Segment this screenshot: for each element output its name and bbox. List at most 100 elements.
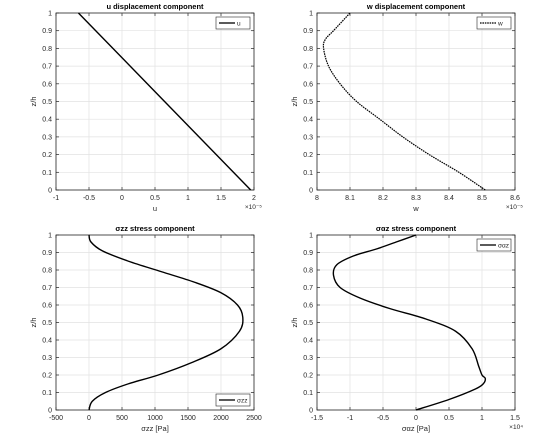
series-line-u — [77, 12, 252, 191]
y-tick-label: 0.2 — [303, 373, 313, 380]
y-tick-label: 0.8 — [42, 46, 52, 53]
chart-3: -500 0 500 1000 1500 2000 250000.10.20.30.40.5… — [29, 224, 262, 433]
x-tick-label: 0.5 — [150, 195, 160, 202]
y-tick-label: 0.5 — [303, 320, 313, 327]
x-tick-label: 8.6 — [510, 195, 520, 202]
axes-box — [55, 12, 255, 191]
chart-title: w displacement component — [366, 2, 466, 11]
y-tick-label: 0.3 — [42, 134, 52, 141]
y-tick-label: 0.7 — [303, 64, 313, 71]
x-tick-label: -1 — [347, 415, 353, 422]
y-tick-label: 0.1 — [303, 390, 313, 397]
y-tick-label: 1 — [309, 11, 313, 18]
y-axis-label: z/h — [29, 317, 38, 327]
y-tick-label: 0 — [309, 408, 313, 415]
y-tick-label: 0.2 — [303, 152, 313, 159]
x-tick-label: 1 — [480, 415, 484, 422]
chart-title: σzz stress component — [115, 224, 195, 233]
x-tick-label: 1.5 — [216, 195, 226, 202]
legend-label: w — [497, 21, 503, 28]
x-tick-label: -0.5 — [377, 415, 389, 422]
y-tick-label: 0.7 — [303, 285, 313, 292]
y-tick-label: 0.4 — [303, 117, 313, 124]
legend-label: σαz — [498, 243, 509, 250]
y-tick-label: 0.9 — [42, 250, 52, 257]
x-tick-label: 2500 — [246, 415, 262, 422]
x-tick-label: 1000 — [147, 415, 163, 422]
x-tick-label: -1 — [53, 195, 59, 202]
x-tick-label: 8.3 — [411, 195, 421, 202]
y-tick-label: 0.1 — [42, 390, 52, 397]
y-tick-label: 0.8 — [303, 46, 313, 53]
y-tick-label: 0.5 — [303, 99, 313, 106]
y-tick-label: 0 — [309, 188, 313, 195]
y-tick-label: 0.3 — [303, 355, 313, 362]
x-axis-label: w — [412, 204, 419, 213]
y-tick-label: 0.7 — [42, 285, 52, 292]
y-tick-label: 0.4 — [303, 338, 313, 345]
chart-title: σαz stress component — [376, 224, 457, 233]
x-tick-label: 0 — [87, 415, 91, 422]
y-tick-label: 0.5 — [42, 320, 52, 327]
series-line-σzz — [88, 234, 244, 411]
y-tick-label: 0.2 — [42, 373, 52, 380]
chart-4: -1.5 -1 -0.5 0 0.5 1 1.5 0 0.1 0.2 0.3 0.4 0.5 0.6 0.7… — [290, 224, 523, 433]
y-axis-label: z/h — [29, 96, 38, 106]
axes-box — [55, 234, 255, 411]
y-tick-label: 0.9 — [303, 250, 313, 257]
x-tick-label: 0 — [120, 195, 124, 202]
y-tick-label: 1 — [48, 11, 52, 18]
y-tick-label: 0.1 — [42, 170, 52, 177]
y-tick-label: 0.3 — [303, 134, 313, 141]
x-tick-label: 8.1 — [345, 195, 355, 202]
chart-2: 8 8.1 8.2 8.3 8.4 8.5 8.6 0 0.1 0.2 0.3 0.4 0.5 0.6 0.… — [290, 2, 523, 213]
y-tick-label: 0.8 — [42, 268, 52, 275]
x-tick-label: -1.5 — [311, 415, 323, 422]
legend-box — [476, 16, 512, 30]
y-axis-label: z/h — [290, 317, 299, 327]
x-axis-label: u — [153, 204, 157, 213]
x-tick-label: 8.4 — [444, 195, 454, 202]
x-tick-label: 1500 — [180, 415, 196, 422]
y-tick-label: 0.9 — [303, 28, 313, 35]
y-tick-label: 0 — [48, 188, 52, 195]
y-tick-label: 1 — [309, 233, 313, 240]
y-tick-label: 0.3 — [42, 355, 52, 362]
x-axis-label: σzz [Pa] — [141, 424, 169, 433]
legend-label: σzz — [237, 398, 248, 405]
chart-1: -1 -0.5 0 0.5 1 1.5 2 0 0.1 0.2 0.3 0.4 0.5 0.6 0.7 0.8… — [29, 2, 262, 213]
chart-title: u displacement component — [106, 2, 204, 11]
y-tick-label: 0 — [48, 408, 52, 415]
y-tick-label: 0.5 — [42, 99, 52, 106]
x-multiplier: ×10⁻⁵ — [245, 204, 262, 211]
x-tick-label: 2 — [252, 195, 256, 202]
y-tick-label: 0.2 — [42, 152, 52, 159]
y-tick-label: 0.9 — [42, 28, 52, 35]
y-tick-label: 0.4 — [42, 338, 52, 345]
x-tick-label: 0.5 — [444, 415, 454, 422]
y-tick-label: 0.7 — [42, 64, 52, 71]
x-axis-label: σαz [Pa] — [402, 424, 430, 433]
x-tick-label: 1.5 — [510, 415, 520, 422]
x-tick-label: -0.5 — [83, 195, 95, 202]
x-tick-label: 1 — [186, 195, 190, 202]
y-tick-label: 0.1 — [303, 170, 313, 177]
y-tick-label: 0.4 — [42, 117, 52, 124]
series-line-w — [322, 12, 486, 191]
x-tick-label: 8.5 — [477, 195, 487, 202]
y-tick-label: 0.6 — [303, 81, 313, 88]
x-tick-label: 8 — [315, 195, 319, 202]
y-tick-label: 0.6 — [42, 81, 52, 88]
y-tick-label: 1 — [48, 233, 52, 240]
legend-label: u — [237, 21, 241, 28]
x-tick-label: 500 — [116, 415, 128, 422]
x-tick-label: 8.2 — [378, 195, 388, 202]
axes-box — [316, 12, 516, 191]
y-tick-label: 0.8 — [303, 268, 313, 275]
x-multiplier: ×10⁻⁵ — [506, 204, 523, 211]
y-tick-label: 0.6 — [42, 303, 52, 310]
x-tick-label: -500 — [49, 415, 63, 422]
y-tick-label: 0.6 — [303, 303, 313, 310]
series-line-σαz — [332, 234, 487, 411]
